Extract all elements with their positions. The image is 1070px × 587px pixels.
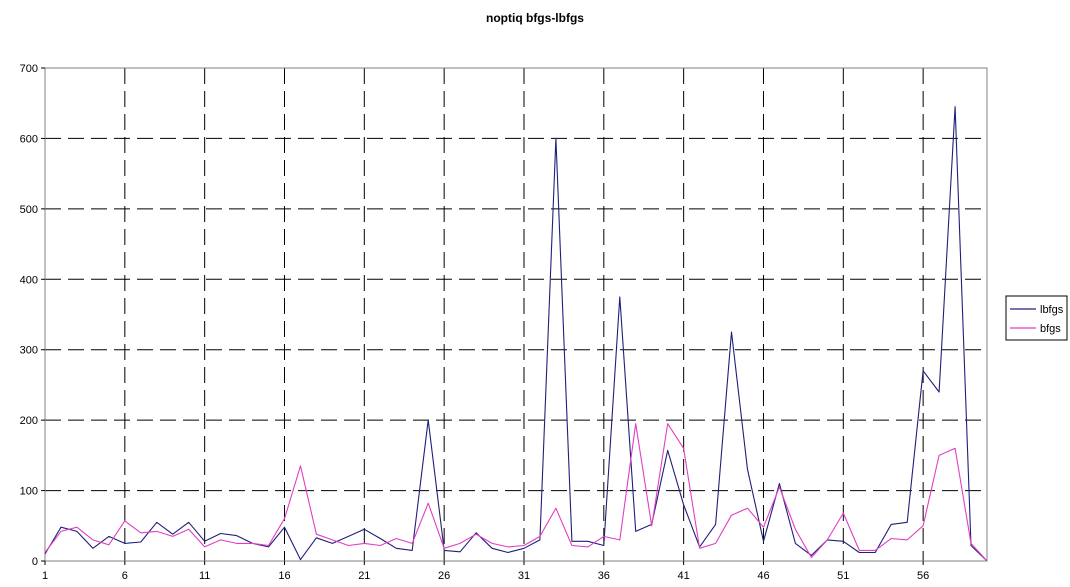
series-line-bfgs (44, 423, 988, 562)
y-tick-label-0: 0 (32, 556, 38, 568)
plot-area (44, 67, 988, 562)
x-tick-label-56: 56 (917, 570, 929, 582)
y-tick-label-700: 700 (20, 63, 38, 75)
x-tick-label-6: 6 (122, 570, 128, 582)
x-tick-label-51: 51 (837, 570, 849, 582)
y-tick-label-500: 500 (20, 204, 38, 216)
x-tick-label-21: 21 (358, 570, 370, 582)
y-tick-label-400: 400 (20, 274, 38, 286)
x-tick-label-26: 26 (438, 570, 450, 582)
x-tick-label-16: 16 (278, 570, 290, 582)
series-line-lbfgs (44, 106, 988, 562)
x-tick-label-11: 11 (199, 570, 210, 582)
legend-label-lbfgs: lbfgs (1040, 304, 1064, 316)
y-axis: 0 100 200 300 400 500 600 700 (20, 63, 45, 568)
series-lines (44, 106, 988, 562)
y-tick-label-100: 100 (20, 486, 38, 498)
chart-title: noptiq bfgs-lbfgs (486, 11, 584, 25)
x-tick-label-36: 36 (598, 570, 610, 582)
y-tick-label-300: 300 (20, 345, 38, 357)
x-tick-label-41: 41 (678, 570, 690, 582)
x-tick-label-31: 31 (518, 570, 530, 582)
x-tick-label-1: 1 (42, 570, 48, 582)
legend-box (1005, 295, 1068, 341)
y-tick-label-200: 200 (20, 415, 38, 427)
y-tick-label-600: 600 (20, 133, 38, 145)
legend-label-bfgs: bfgs (1040, 323, 1061, 335)
x-axis: 1 6 11 16 21 26 31 36 41 46 51 56 (42, 561, 929, 582)
legend: lbfgs bfgs (1005, 295, 1068, 341)
x-tick-label-46: 46 (757, 570, 769, 582)
grid (45, 67, 987, 561)
